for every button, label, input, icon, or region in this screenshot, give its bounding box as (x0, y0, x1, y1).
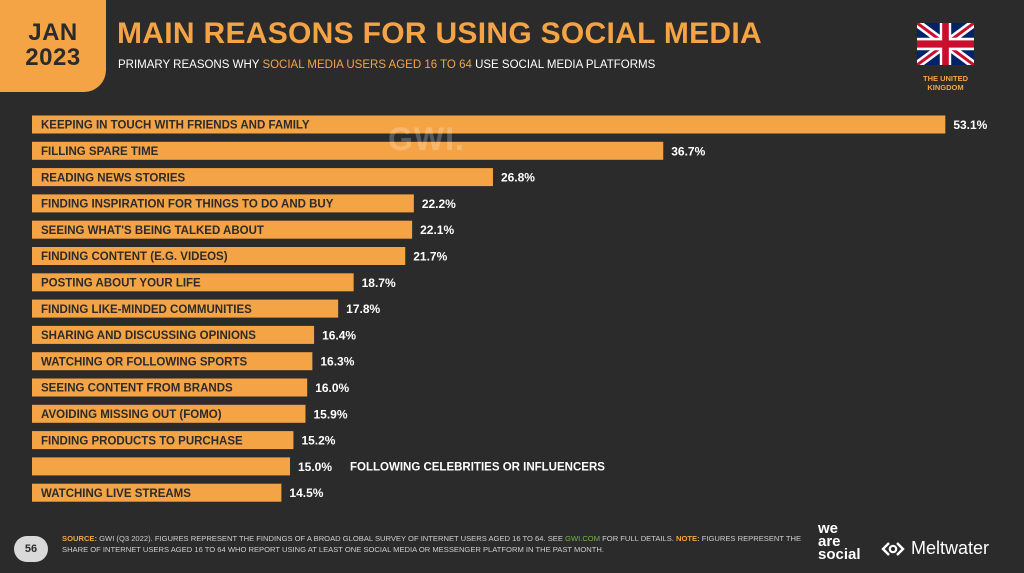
bar-value-label: 16.3% (320, 355, 354, 369)
logo-line-1: we (818, 520, 839, 537)
bar-category-label: WATCHING LIVE STREAMS (41, 488, 191, 500)
bar-1 (32, 141, 664, 160)
source-text-2: FOR FULL DETAILS. (600, 534, 676, 543)
uk-flag-icon (917, 23, 974, 65)
bar-value-label: 15.0% (298, 460, 332, 474)
bar-category-label: KEEPING IN TOUCH WITH FRIENDS AND FAMILY (41, 120, 310, 132)
bar-3 (32, 194, 414, 213)
bar-12 (32, 431, 294, 450)
bar-7 (32, 299, 339, 318)
bar-value-label: 22.2% (422, 197, 456, 211)
source-note: SOURCE: GWI (Q3 2022). FIGURES REPRESENT… (62, 534, 802, 555)
bar-category-label: SHARING AND DISCUSSING OPINIONS (41, 330, 256, 342)
bar-5 (32, 247, 406, 265)
subtitle-pre: PRIMARY REASONS WHY (118, 59, 263, 71)
bar-value-label: 36.7% (671, 144, 705, 158)
bar-category-label: FINDING LIKE-MINDED COMMUNITIES (41, 304, 252, 316)
bar-category-label: FOLLOWING CELEBRITIES OR INFLUENCERS (350, 462, 605, 474)
bar-11 (32, 404, 306, 423)
bar-value-label: 15.9% (313, 407, 347, 421)
bar-category-label: FINDING INSPIRATION FOR THINGS TO DO AND… (41, 199, 334, 211)
bar-value-label: 22.1% (420, 223, 454, 237)
bar-14 (32, 483, 282, 502)
meltwater-logo: Meltwater (880, 538, 989, 559)
bar-value-label: 17.8% (346, 302, 380, 316)
country-line-2: KINGDOM (927, 83, 964, 92)
bar-value-label: 26.8% (501, 171, 535, 185)
note-text: FIGURES REPRESENT THE SHARE OF INTERNET … (62, 534, 802, 554)
page-subtitle: PRIMARY REASONS WHY SOCIAL MEDIA USERS A… (118, 59, 655, 71)
meltwater-icon (881, 541, 905, 556)
meltwater-wordmark: Meltwater (911, 538, 990, 558)
bar-10 (32, 378, 308, 397)
we-are-social-logo: we are social (818, 520, 861, 563)
country-label: THE UNITED KINGDOM (917, 74, 974, 92)
subtitle-post: USE SOCIAL MEDIA PLATFORMS (471, 59, 656, 71)
bar-category-label: POSTING ABOUT YOUR LIFE (41, 278, 201, 290)
note-label: NOTE: (676, 534, 700, 543)
badge-year: 2023 (25, 44, 81, 71)
bar-value-label: 53.1% (953, 118, 987, 132)
bar-8 (32, 325, 315, 344)
source-link[interactable]: GWI.COM (565, 534, 601, 543)
bar-13 (32, 457, 290, 476)
bar-0 (32, 115, 946, 134)
logo-line-3: social (818, 546, 861, 563)
bar-category-label: FINDING CONTENT (E.G. VIDEOS) (41, 251, 228, 263)
bar-9 (32, 352, 313, 371)
country-line-1: THE UNITED (923, 74, 968, 83)
logo-line-2: are (818, 533, 841, 550)
bar-value-label: 14.5% (289, 486, 323, 500)
source-text: GWI (Q3 2022). FIGURES REPRESENT THE FIN… (97, 534, 566, 543)
bar-value-label: 18.7% (362, 276, 396, 290)
page-number: 56 (14, 536, 48, 562)
bar-value-label: 16.4% (322, 328, 356, 342)
gwi-watermark: GWI. (388, 121, 465, 157)
subtitle-highlight: SOCIAL MEDIA USERS AGED 16 TO 64 (262, 59, 472, 71)
page-title: MAIN REASONS FOR USING SOCIAL MEDIA (117, 17, 762, 50)
bar-value-label: 15.2% (301, 434, 335, 448)
date-badge: JAN 2023 (0, 0, 106, 92)
bar-4 (32, 220, 413, 239)
badge-month: JAN (28, 19, 78, 46)
bar-category-label: FILLING SPARE TIME (41, 146, 159, 158)
bar-category-label: AVOIDING MISSING OUT (FOMO) (41, 409, 222, 421)
bar-value-label: 16.0% (315, 381, 349, 395)
bar-2 (32, 168, 493, 187)
bar-value-label: 21.7% (413, 250, 447, 264)
bar-category-label: SEEING WHAT'S BEING TALKED ABOUT (41, 225, 264, 237)
bar-category-label: WATCHING OR FOLLOWING SPORTS (41, 356, 247, 368)
bar-category-label: SEEING CONTENT FROM BRANDS (41, 383, 233, 395)
bar-category-label: READING NEWS STORIES (41, 172, 186, 184)
bar-6 (32, 273, 354, 292)
bar-category-label: FINDING PRODUCTS TO PURCHASE (41, 435, 243, 447)
source-label: SOURCE: (62, 534, 98, 543)
